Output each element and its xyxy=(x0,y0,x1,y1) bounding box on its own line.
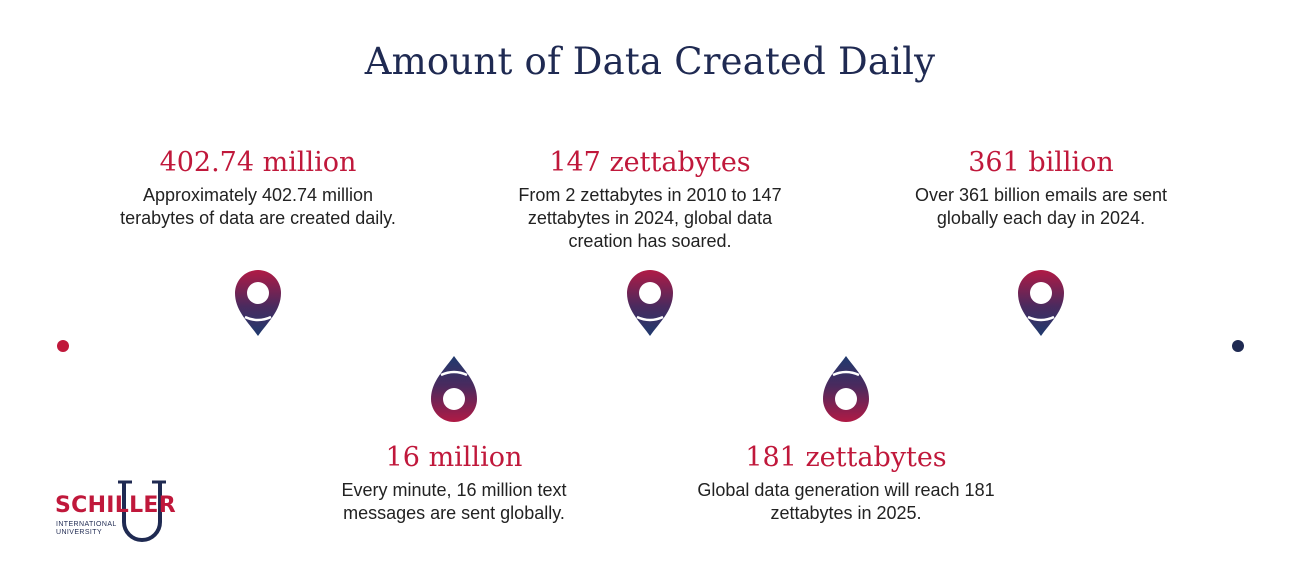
milestone-3: 147 zettabytes From 2 zettabytes in 2010… xyxy=(500,146,800,253)
logo-subtitle: INTERNATIONAL UNIVERSITY xyxy=(56,521,117,536)
milestone-heading: 402.74 million xyxy=(159,147,357,178)
map-pin-icon xyxy=(1018,270,1064,336)
milestone-2: 16 million Every minute, 16 million text… xyxy=(304,441,604,525)
map-pin-icon xyxy=(431,356,477,422)
map-pin-icon xyxy=(627,270,673,336)
milestone-1: 402.74 million Approximately 402.74 mill… xyxy=(108,146,408,230)
map-pin-icon xyxy=(823,356,869,422)
milestone-heading: 16 million xyxy=(385,442,523,473)
timeline-end-dot xyxy=(1232,340,1244,352)
logo: SCHILLER INTERNATIONAL UNIVERSITY xyxy=(52,476,192,548)
logo-u-mark xyxy=(118,480,166,542)
milestone-4: 181 zettabytes Global data generation wi… xyxy=(696,441,996,525)
milestone-heading: 361 billion xyxy=(968,147,1114,178)
milestone-description: From 2 zettabytes in 2010 to 147 zettaby… xyxy=(518,185,782,251)
page-title: Amount of Data Created Daily xyxy=(364,40,936,83)
milestone-heading: 147 zettabytes xyxy=(549,147,751,178)
milestone-5: 361 billion Over 361 billion emails are … xyxy=(891,146,1191,230)
map-pin-icon xyxy=(235,270,281,336)
milestone-heading: 181 zettabytes xyxy=(745,442,947,473)
logo-name: SCHILLER xyxy=(55,493,176,518)
milestone-description: Over 361 billion emails are sent globall… xyxy=(914,185,1168,228)
timeline-start-dot xyxy=(57,340,69,352)
milestone-description: Every minute, 16 million text messages a… xyxy=(341,480,567,523)
milestone-description: Global data generation will reach 181 ze… xyxy=(697,480,995,523)
milestone-description: Approximately 402.74 million terabytes o… xyxy=(120,185,396,228)
